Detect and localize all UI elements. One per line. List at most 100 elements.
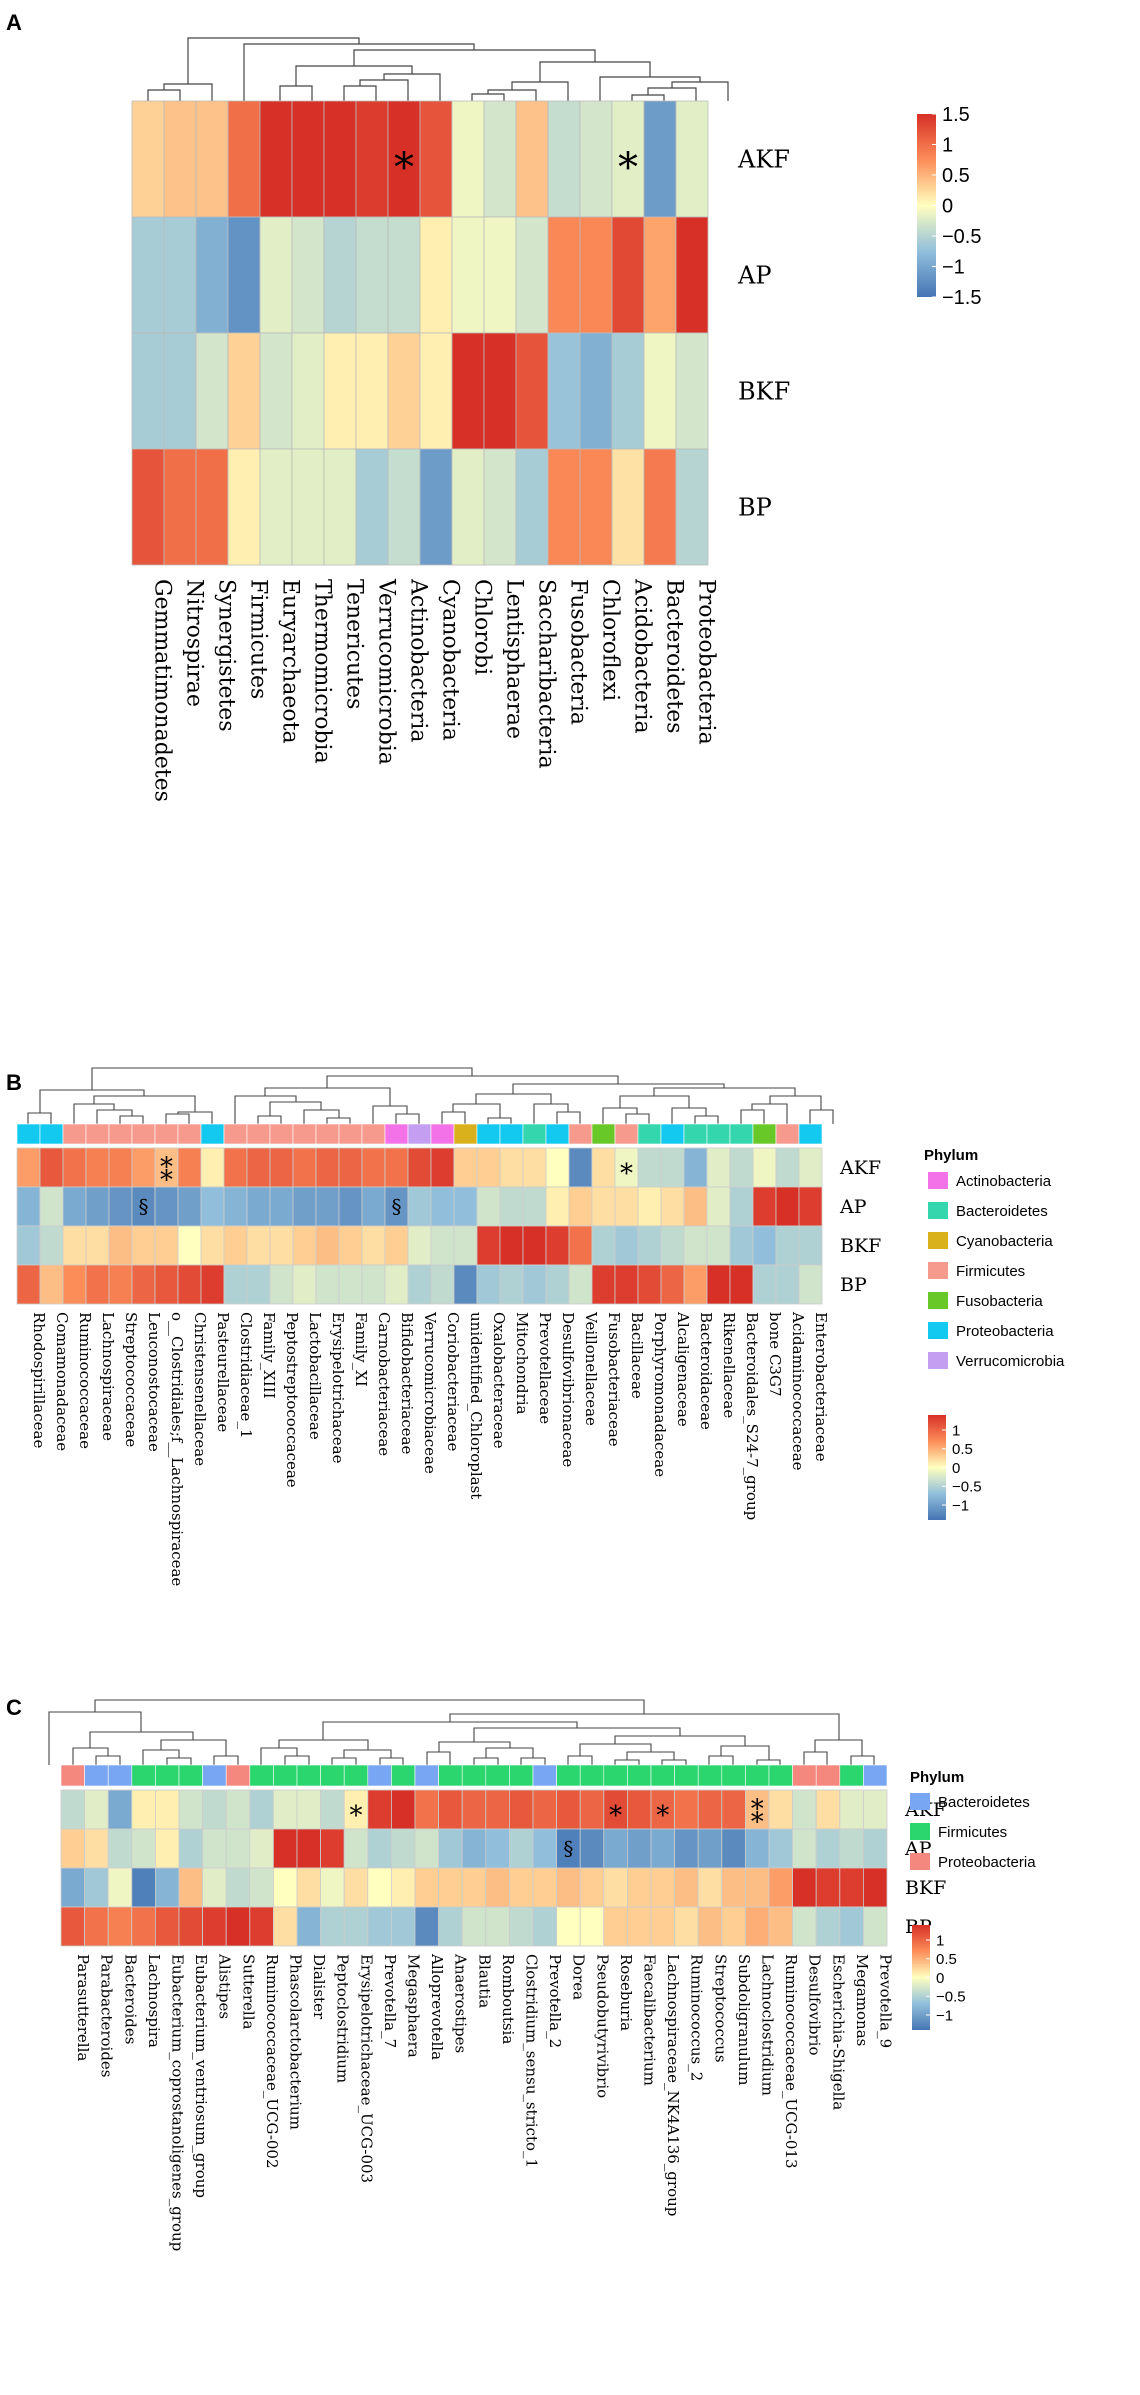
column-label-dorea: Dorea	[570, 1954, 588, 2000]
heatmap-cell-ap-lachnospiraceae	[85, 1186, 110, 1227]
heatmap-cell-akf-ruminococcaceae-ucg-013	[768, 1789, 794, 1830]
column-label-anaerostipes: Anaerostipes	[452, 1953, 470, 2053]
heatmap-cell-ap-enterobacteriaceae	[798, 1186, 823, 1227]
heatmap-cell-bp-faecalibacterium	[627, 1906, 652, 1947]
heatmap-cell-ap-family-xi	[338, 1186, 363, 1227]
heatmap-cell-akf-erysipelotrichaceae	[315, 1147, 340, 1188]
column-label-prevotella-9: Prevotella_9	[876, 1954, 894, 2048]
heatmap-cell-bkf-o-clostridiales-f-lachnospiraceae	[154, 1225, 179, 1266]
heatmap-cell-bp-lachnospira	[131, 1906, 156, 1947]
phylum-bar-cell-eubacterium-coprostanoligenes-group	[155, 1764, 180, 1787]
heatmap-cell-bkf-leuconostocaceae	[131, 1225, 156, 1266]
heatmap-cell-bkf-peptostreptococcaceae	[269, 1225, 294, 1266]
heatmap-cell-bkf-euryarchaeota	[259, 332, 293, 450]
heatmap-cell-bp-veillonellaceae	[568, 1264, 593, 1305]
column-label-prevotella-7: Prevotella_7	[381, 1954, 399, 2048]
heatmap-cell-bkf-fusobacteria	[547, 332, 581, 450]
column-label-bacteroides: Bacteroides	[121, 1954, 139, 2044]
column-label-parabacteroides: Parabacteroides	[98, 1954, 116, 2078]
column-label-alistipes: Alistipes	[216, 1953, 234, 2019]
column-label-bacteroidetes: Bacteroidetes	[662, 579, 687, 734]
heatmap-cell-bkf-sutterella	[225, 1867, 251, 1908]
heatmap-cell-bp-eubacterium-coprostanoligenes-group	[154, 1906, 180, 1947]
phylum-bar-cell-acidaminococcaceae	[775, 1123, 800, 1145]
legend-swatch-cyanobacteria	[928, 1232, 948, 1249]
heatmap-cell-ap-romboutsia	[485, 1828, 510, 1869]
heatmap-cell-akf-eubacterium-coprostanoligenes-group	[154, 1789, 180, 1830]
heatmap-cell-akf-bacteroidetes	[643, 100, 677, 218]
row-label-akf: AKF	[737, 145, 790, 173]
colorbar-tick-label: −0.5	[936, 1989, 966, 2006]
heatmap-cell-ap-clostridium-sensu-stricto-1	[508, 1828, 534, 1869]
heatmap-cell-bp-ruminococcus-2	[674, 1906, 699, 1947]
phylum-bar-cell-leuconostocaceae	[131, 1123, 156, 1145]
heatmap-cell-ap-synergistetes	[195, 216, 229, 334]
panel-a-colorbar	[917, 114, 936, 297]
column-label-subdoligranulum: Subdoligranulum	[735, 1954, 753, 2085]
heatmap-cell-ap-bacteroidetes	[643, 216, 677, 334]
heatmap-cell-akf-dialister	[296, 1789, 322, 1830]
column-label-acidaminococcaceae: Acidaminococcaceae	[789, 1311, 807, 1471]
heatmap-cell-bp-carnobacteriaceae	[361, 1264, 386, 1305]
heatmap-cell-bkf-unidentified-chloroplast	[453, 1225, 478, 1266]
heatmap-cell-bp-chlorobi	[451, 448, 485, 566]
heatmap-cell-bp-euryarchaeota	[259, 448, 293, 566]
heatmap-cell-ap-peptoclostridium	[320, 1828, 345, 1869]
heatmap-cell-akf-euryarchaeota	[259, 100, 293, 218]
colorbar-tick-label: 0	[936, 1970, 944, 1987]
heatmap-cell-bp-bacteroides	[107, 1906, 133, 1947]
heatmap-cell-bkf-synergistetes	[195, 332, 229, 450]
heatmap-cell-bkf-acidaminococcaceae	[775, 1225, 800, 1266]
phylum-bar-cell-ruminococcaceae-ucg-002	[249, 1764, 274, 1787]
heatmap-cell-bkf-ruminococcaceae-ucg-013	[768, 1867, 794, 1908]
heatmap-cell-ap-clostridiaceae-1	[223, 1186, 248, 1227]
phylum-bar-cell-ruminococcaceae	[62, 1123, 87, 1145]
phylum-bar-cell-bone-c3g7	[752, 1123, 777, 1145]
significance-star: *	[620, 1159, 633, 1189]
column-label-blautia: Blautia	[475, 1954, 493, 2008]
heatmap-cell-bp-verrucomicrobia	[355, 448, 389, 566]
heatmap-cell-bp-family-xi	[338, 1264, 363, 1305]
phylum-bar-cell-megamonas	[839, 1764, 864, 1787]
column-label-actinobacteria: Actinobacteria	[406, 578, 431, 743]
heatmap-cell-bkf-megamonas	[839, 1867, 864, 1908]
phylum-bar-cell-romboutsia	[485, 1764, 510, 1787]
column-label-lachnospiraceae: Lachnospiraceae	[99, 1312, 117, 1441]
heatmap-cell-ap-thermomicrobia	[291, 216, 325, 334]
heatmap-cell-bp-verrucomicrobiaceae	[407, 1264, 432, 1305]
heatmap-cell-bp-bacteroidetes	[643, 448, 677, 566]
phylum-bar-cell-anaerostipes	[438, 1764, 463, 1787]
heatmap-cell-ap-actinobacteria	[387, 216, 421, 334]
phylum-bar-cell-alistipes	[202, 1764, 227, 1787]
panel-c-phylum-legend: Bacteroidetes Firmicutes Proteobacteria	[910, 1793, 1036, 1871]
column-label-verrucomicrobia: Verrucomicrobia	[374, 578, 399, 765]
significance-section-mark: §	[563, 1837, 573, 1861]
phylum-bar-cell-prevotella-9	[863, 1764, 888, 1787]
heatmap-cell-bkf-bacteroidales-s24-7-group	[729, 1225, 754, 1266]
heatmap-cell-bkf-mitochondria	[499, 1225, 524, 1266]
heatmap-cell-bkf-parabacteroides	[84, 1867, 109, 1908]
panel-b-heatmap	[16, 1147, 823, 1305]
phylum-bar-cell-lachnospiraceae-nk4a136-group	[650, 1764, 675, 1787]
heatmap-cell-ap-saccharibacteria	[515, 216, 549, 334]
phylum-bar-cell-mitochondria	[499, 1123, 524, 1145]
panel-a-label: A	[6, 10, 22, 35]
column-label-lactobacillaceae: Lactobacillaceae	[306, 1312, 324, 1440]
heatmap-cell-akf-dorea	[556, 1789, 581, 1830]
legend-label-proteobacteria: Proteobacteria	[956, 1323, 1054, 1340]
colorbar-tick-label: 0.5	[952, 1441, 973, 1458]
column-label-parasutterella: Parasutterella	[74, 1954, 92, 2061]
heatmap-cell-ap-nitrospirae	[163, 216, 197, 334]
heatmap-cell-akf-alistipes	[202, 1789, 227, 1830]
heatmap-cell-bkf-acidobacteria	[611, 332, 645, 450]
heatmap-cell-bp-ruminococcaceae-ucg-002	[249, 1906, 274, 1947]
heatmap-cell-bkf-comamonadaceae	[39, 1225, 64, 1266]
heatmap-cell-bp-coriobacteriaceae	[430, 1264, 455, 1305]
heatmap-cell-akf-thermomicrobia	[291, 100, 325, 218]
panel-a-dendrogram	[147, 37, 729, 101]
heatmap-cell-akf-blautia	[461, 1789, 487, 1830]
panel-c-colorbar-ticks: 1 0.5 0 −0.5−1	[926, 1932, 966, 2024]
heatmap-cell-ap-streptococcus	[697, 1828, 723, 1869]
phylum-bar-cell-alloprevotella	[414, 1764, 439, 1787]
heatmap-cell-akf-bacteroidales-s24-7-group	[729, 1147, 754, 1188]
